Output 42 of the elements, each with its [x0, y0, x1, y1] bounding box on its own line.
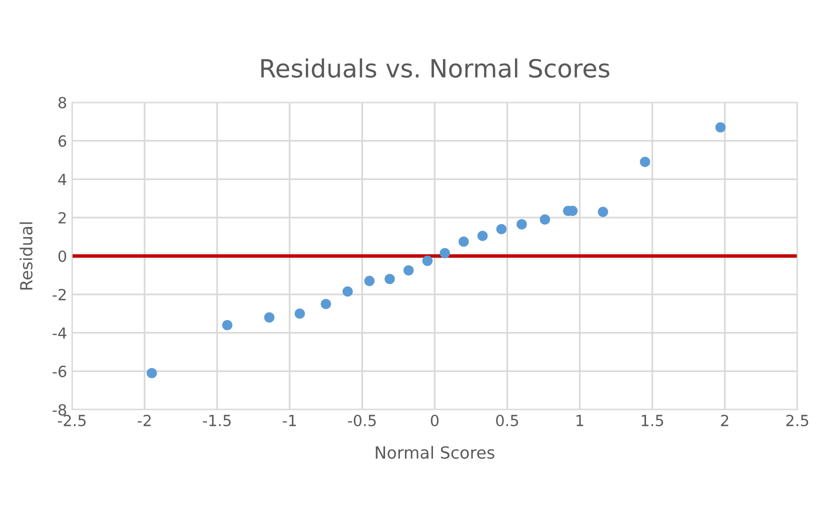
x-axis-title: Normal Scores	[376, 446, 494, 459]
point	[422, 256, 433, 266]
point	[540, 214, 550, 225]
y-axis-title: Residual	[20, 222, 33, 290]
x-tick-label: 0.5	[496, 414, 518, 426]
y-tick-label: 6	[58, 135, 66, 147]
point	[458, 236, 469, 247]
point	[264, 312, 274, 323]
point	[496, 224, 507, 234]
point	[715, 122, 726, 133]
x-tick-label: -1.5	[202, 414, 231, 426]
x-tick-label: 0	[430, 414, 439, 426]
point	[320, 298, 332, 310]
x-tick-label: -1	[282, 414, 296, 426]
point	[222, 320, 232, 330]
y-tick-label: 4	[58, 174, 66, 186]
y-tick-label: -4	[52, 327, 66, 339]
x-tick-label: 2.5	[786, 414, 808, 426]
point	[384, 274, 395, 284]
y-tick-label: 8	[58, 96, 66, 108]
y-tick-label: 0	[58, 250, 66, 262]
chart-title: Residuals vs. Normal Scores	[261, 58, 610, 78]
x-tick-label: -0.5	[348, 414, 376, 426]
point	[640, 156, 650, 168]
point	[598, 206, 608, 217]
point	[294, 308, 305, 319]
point	[403, 265, 414, 276]
point	[364, 276, 375, 286]
x-tick-label: 1.5	[642, 414, 664, 426]
y-tick-label: -8	[52, 404, 66, 416]
point	[146, 368, 157, 378]
point	[516, 219, 527, 230]
x-tick-label: 1	[576, 414, 584, 426]
point	[440, 248, 450, 258]
point	[477, 230, 488, 241]
y-tick-label: 2	[58, 212, 66, 224]
x-tick-label: -2	[138, 414, 151, 426]
y-tick-label: -2	[52, 288, 66, 300]
point	[342, 286, 353, 297]
y-tick-label: -6	[52, 366, 66, 378]
x-tick-label: -2.5	[58, 414, 86, 426]
x-tick-label: 2	[721, 414, 728, 426]
